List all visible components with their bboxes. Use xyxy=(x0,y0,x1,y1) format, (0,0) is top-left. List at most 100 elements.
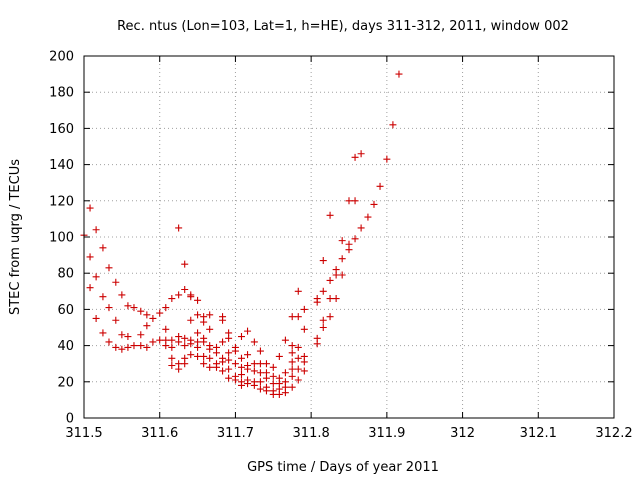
data-point xyxy=(326,276,334,284)
data-point xyxy=(175,291,183,299)
data-point xyxy=(219,367,227,375)
data-point xyxy=(275,352,283,360)
data-point xyxy=(112,316,120,324)
data-point xyxy=(300,367,308,375)
data-point xyxy=(149,338,157,346)
x-tick-label: 312.2 xyxy=(595,426,632,441)
data-point xyxy=(288,342,296,350)
data-points xyxy=(80,70,403,398)
data-point xyxy=(269,363,277,371)
data-point xyxy=(86,253,94,261)
data-point xyxy=(225,356,233,364)
data-point xyxy=(294,313,302,321)
data-point xyxy=(326,295,334,303)
data-point xyxy=(213,349,220,357)
x-tick-label: 312 xyxy=(450,426,475,441)
data-point xyxy=(357,224,365,232)
data-point xyxy=(332,295,340,303)
data-point xyxy=(181,285,189,293)
data-point xyxy=(200,318,208,326)
data-point xyxy=(294,287,302,295)
data-point xyxy=(370,200,378,208)
data-point xyxy=(206,345,214,353)
data-point xyxy=(194,311,202,319)
data-point xyxy=(294,343,302,351)
data-point xyxy=(194,352,202,360)
data-point xyxy=(319,287,327,295)
data-point xyxy=(105,338,113,346)
data-point xyxy=(124,302,132,310)
data-point xyxy=(262,374,270,382)
y-tick-label: 80 xyxy=(57,267,74,282)
data-point xyxy=(219,338,227,346)
data-point xyxy=(162,304,170,312)
data-point xyxy=(118,331,126,339)
data-point xyxy=(351,153,359,161)
data-point xyxy=(376,182,384,190)
data-point xyxy=(294,376,302,384)
y-tick-label: 120 xyxy=(49,194,74,209)
data-point xyxy=(86,204,94,212)
data-point xyxy=(137,342,145,350)
data-point xyxy=(237,354,245,362)
data-point xyxy=(124,343,132,351)
data-point xyxy=(256,360,264,368)
data-point xyxy=(269,372,277,380)
data-point xyxy=(162,342,170,350)
data-point xyxy=(269,380,277,388)
data-point xyxy=(181,360,189,368)
data-point xyxy=(275,390,283,398)
data-point xyxy=(156,309,164,317)
data-point xyxy=(288,313,296,321)
data-point xyxy=(175,338,183,346)
data-point xyxy=(92,226,100,234)
grid-lines xyxy=(84,56,614,418)
data-point xyxy=(168,295,176,303)
data-point xyxy=(281,389,289,397)
data-point xyxy=(244,365,252,373)
chart-title: Rec. ntus (Lon=103, Lat=1, h=HE), days 3… xyxy=(117,19,569,34)
data-point xyxy=(168,354,176,362)
data-point xyxy=(237,381,245,389)
data-point xyxy=(206,354,214,362)
data-point xyxy=(288,358,296,366)
data-point xyxy=(92,314,100,322)
data-point xyxy=(175,365,183,373)
data-point xyxy=(319,257,327,265)
data-point xyxy=(213,363,220,371)
data-point xyxy=(206,325,214,333)
data-point xyxy=(200,338,208,346)
data-point xyxy=(149,314,157,322)
data-point xyxy=(187,351,195,359)
y-tick-label: 0 xyxy=(66,412,74,427)
data-point xyxy=(105,304,113,312)
data-point xyxy=(250,338,258,346)
data-point xyxy=(326,211,334,219)
data-point xyxy=(130,304,138,312)
data-point xyxy=(237,333,245,341)
data-point xyxy=(187,293,195,301)
data-point xyxy=(231,360,239,368)
x-tick-label: 311.5 xyxy=(65,426,102,441)
data-point xyxy=(281,369,289,377)
data-point xyxy=(168,362,176,370)
data-point xyxy=(99,244,107,252)
data-point xyxy=(143,311,151,319)
y-tick-label: 200 xyxy=(49,50,74,65)
data-point xyxy=(112,278,120,286)
data-point xyxy=(326,313,334,321)
data-point xyxy=(300,325,308,333)
data-point xyxy=(99,293,107,301)
data-point xyxy=(256,385,264,393)
data-point xyxy=(168,343,176,351)
data-point xyxy=(92,273,100,281)
data-point xyxy=(319,324,327,331)
data-point xyxy=(118,291,126,299)
data-point xyxy=(225,374,233,382)
data-point xyxy=(244,380,252,388)
data-point xyxy=(206,311,214,319)
data-point xyxy=(143,343,151,351)
data-point xyxy=(332,271,340,279)
data-point xyxy=(181,260,189,268)
